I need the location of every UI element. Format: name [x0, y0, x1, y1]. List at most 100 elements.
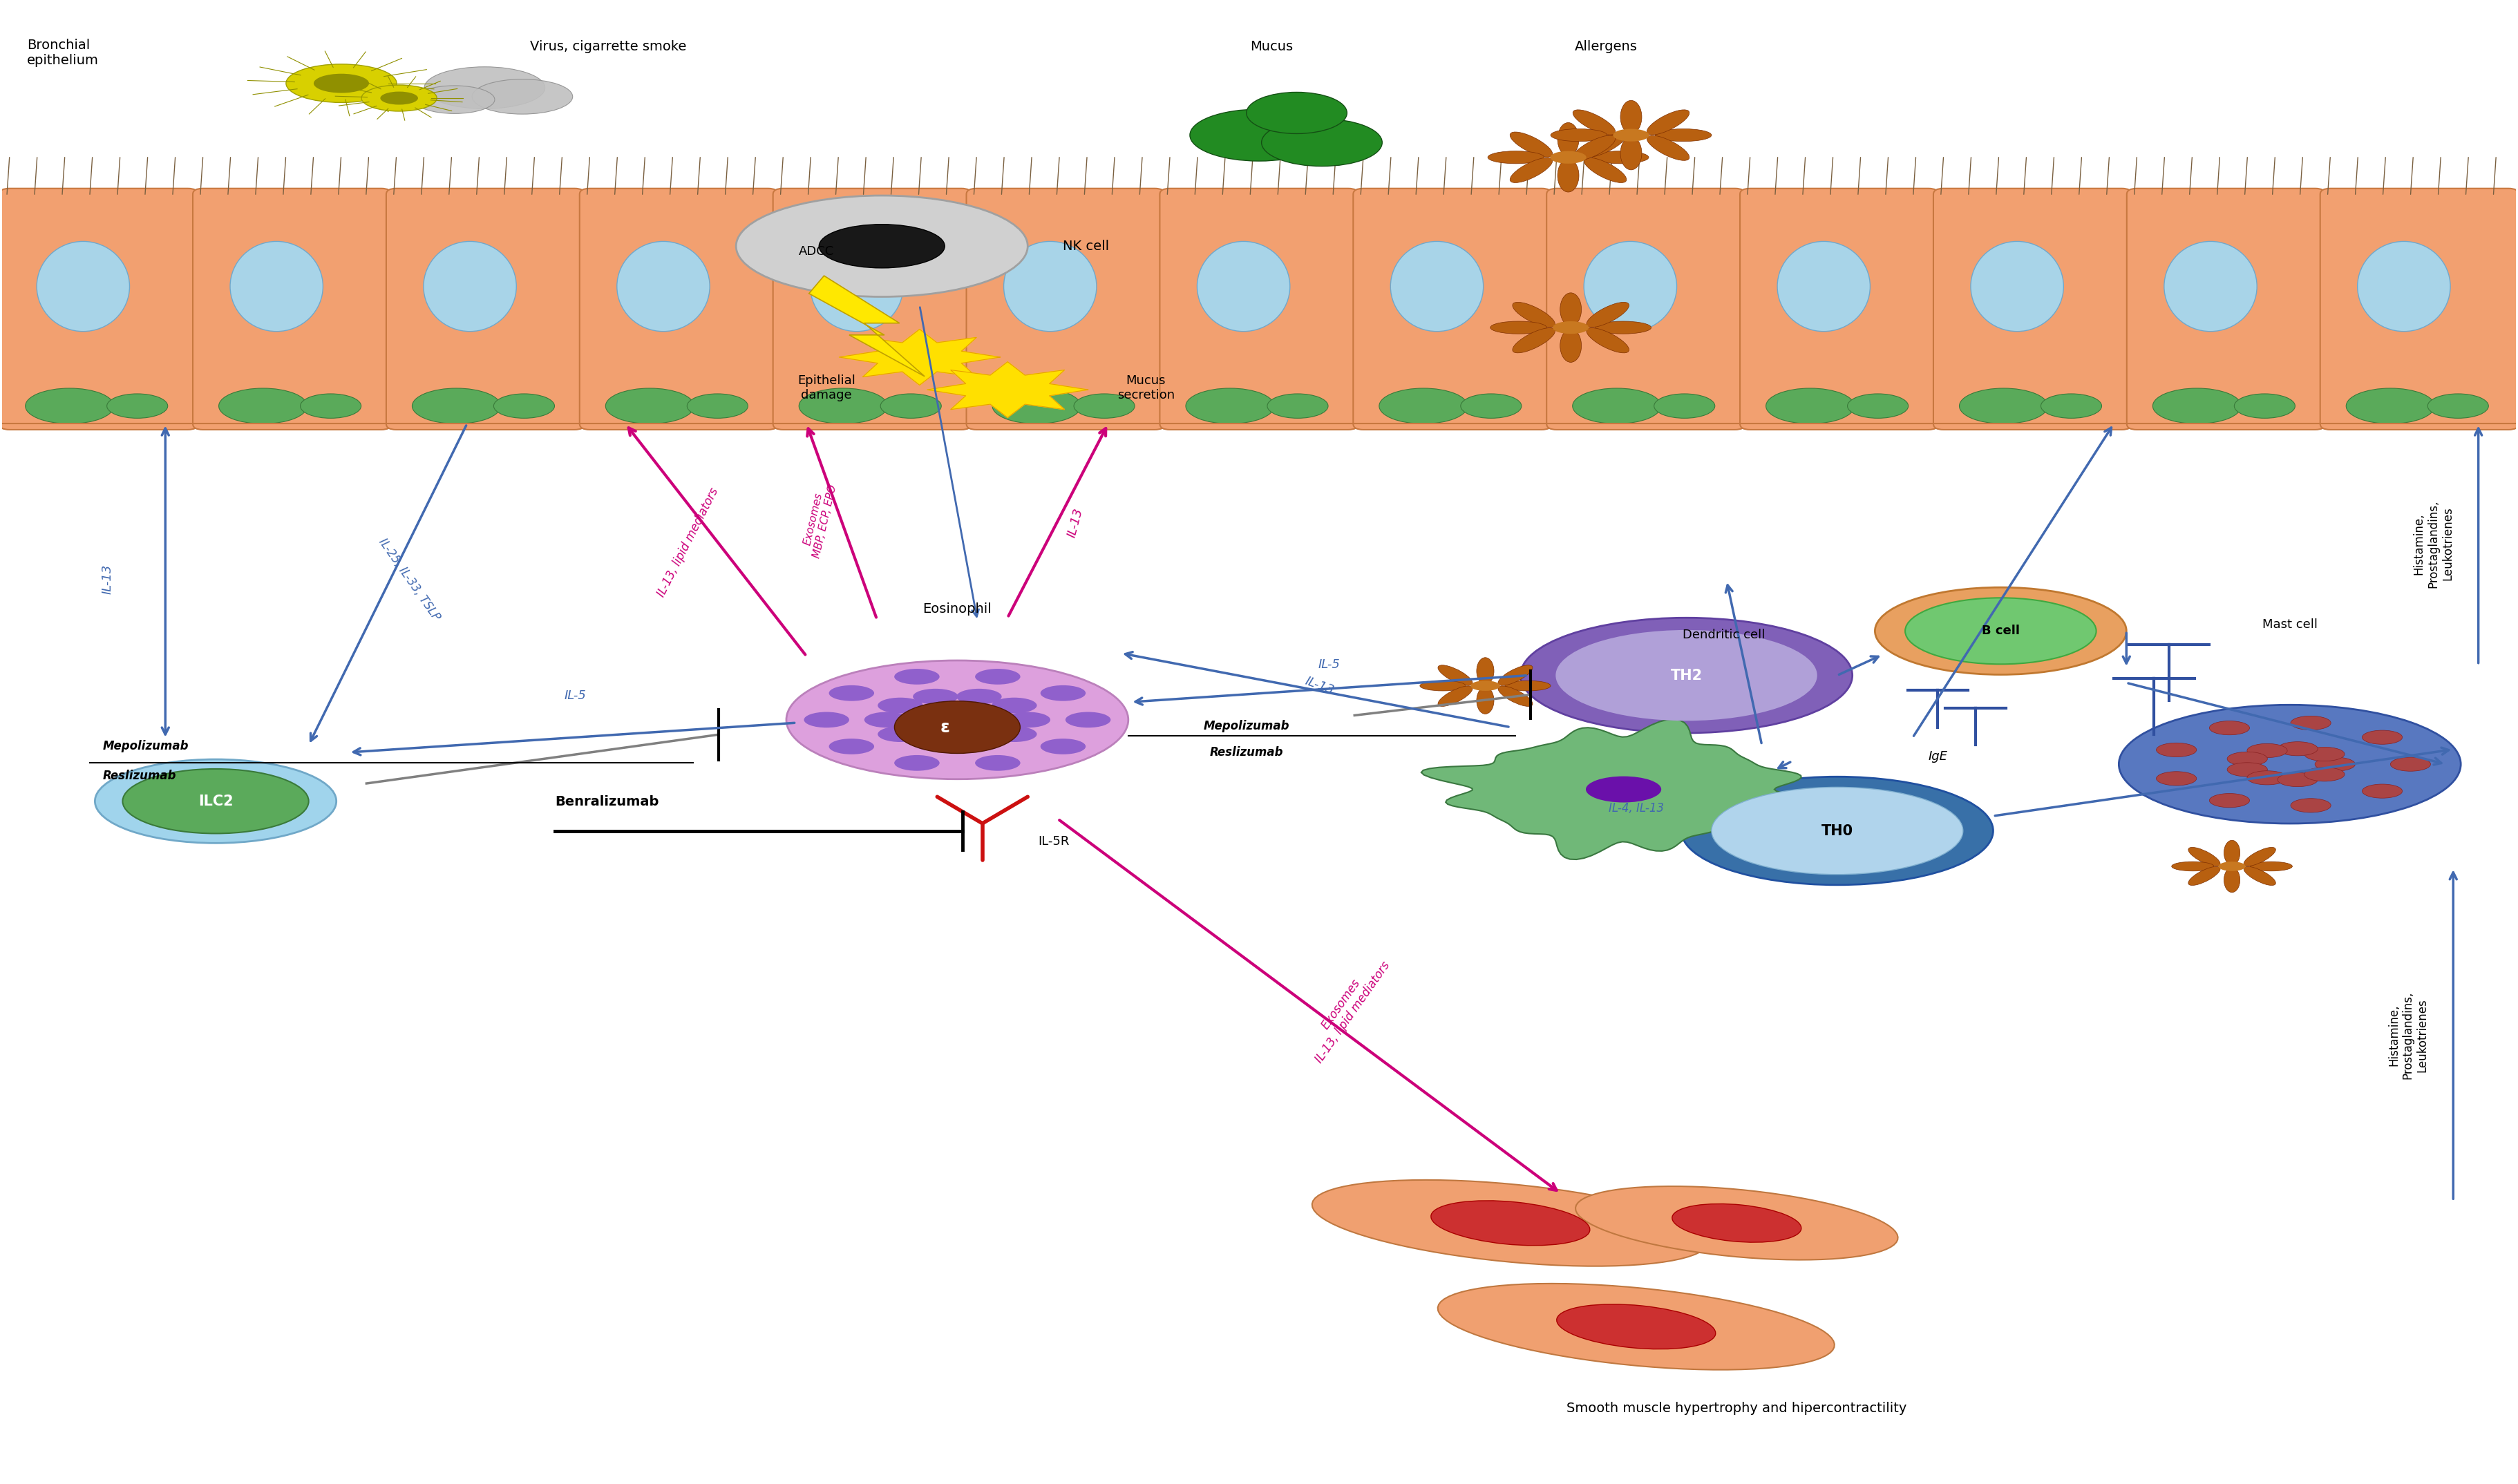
Ellipse shape [1654, 129, 1712, 141]
Ellipse shape [2118, 705, 2460, 824]
Text: Mast cell: Mast cell [2261, 619, 2317, 631]
Ellipse shape [1513, 303, 1556, 328]
Ellipse shape [1191, 110, 1327, 162]
Ellipse shape [415, 86, 494, 114]
Ellipse shape [914, 735, 959, 751]
Ellipse shape [2208, 721, 2249, 735]
Ellipse shape [426, 67, 544, 108]
Text: IL-13: IL-13 [1065, 508, 1085, 539]
Ellipse shape [2279, 742, 2317, 755]
Ellipse shape [123, 769, 310, 834]
Ellipse shape [974, 669, 1020, 684]
Ellipse shape [1622, 101, 1642, 134]
Ellipse shape [287, 64, 398, 102]
Ellipse shape [803, 712, 849, 727]
Ellipse shape [1876, 588, 2125, 675]
Text: Mucus
secretion: Mucus secretion [1118, 375, 1173, 402]
Text: ILC2: ILC2 [199, 794, 234, 809]
Ellipse shape [1420, 681, 1465, 692]
FancyBboxPatch shape [2128, 188, 2324, 430]
Ellipse shape [1959, 389, 2047, 424]
Text: Exosomes
MBP, ECP, EPO: Exosomes MBP, ECP, EPO [801, 481, 838, 559]
Ellipse shape [2188, 867, 2221, 886]
Ellipse shape [315, 74, 370, 93]
Ellipse shape [879, 726, 924, 742]
Ellipse shape [1513, 328, 1556, 353]
Ellipse shape [864, 712, 909, 727]
Ellipse shape [1559, 123, 1579, 156]
Ellipse shape [881, 393, 942, 418]
Ellipse shape [2218, 862, 2246, 871]
Ellipse shape [1476, 687, 1493, 714]
Ellipse shape [1972, 242, 2065, 331]
Ellipse shape [974, 755, 1020, 770]
Ellipse shape [471, 79, 572, 114]
Text: Histamine,
Prostaglandins,
Leukotrienes: Histamine, Prostaglandins, Leukotrienes [2412, 500, 2453, 588]
Ellipse shape [1471, 681, 1501, 692]
Ellipse shape [1574, 389, 1662, 424]
Ellipse shape [1778, 242, 1871, 331]
Ellipse shape [2155, 772, 2196, 785]
Ellipse shape [2208, 794, 2249, 807]
Ellipse shape [2042, 393, 2103, 418]
Ellipse shape [1267, 393, 1327, 418]
Ellipse shape [1506, 681, 1551, 692]
Ellipse shape [1682, 776, 1994, 884]
Ellipse shape [1554, 321, 1589, 334]
Ellipse shape [363, 85, 436, 111]
Ellipse shape [1438, 665, 1473, 686]
Ellipse shape [2223, 868, 2241, 892]
Ellipse shape [879, 697, 924, 714]
Ellipse shape [2251, 862, 2291, 871]
Ellipse shape [2163, 242, 2256, 331]
FancyBboxPatch shape [967, 188, 1166, 430]
Text: Reslizumab: Reslizumab [1209, 746, 1284, 758]
Text: Mepolizumab: Mepolizumab [103, 741, 189, 752]
Ellipse shape [1073, 393, 1136, 418]
Ellipse shape [1438, 686, 1473, 706]
Ellipse shape [494, 393, 554, 418]
Ellipse shape [828, 739, 874, 754]
FancyBboxPatch shape [0, 188, 199, 430]
Ellipse shape [1848, 393, 1909, 418]
Ellipse shape [229, 242, 322, 331]
Text: Dendritic cell: Dendritic cell [1682, 629, 1765, 641]
Ellipse shape [300, 393, 360, 418]
Ellipse shape [2362, 784, 2402, 798]
Ellipse shape [2188, 847, 2221, 867]
Ellipse shape [604, 389, 695, 424]
Ellipse shape [1586, 328, 1629, 353]
FancyBboxPatch shape [579, 188, 778, 430]
Ellipse shape [1559, 159, 1579, 191]
Ellipse shape [96, 760, 337, 843]
Text: Histamine,
Prostaglandins,
Leukotrienes: Histamine, Prostaglandins, Leukotrienes [2387, 991, 2427, 1079]
Ellipse shape [1556, 631, 1818, 721]
Text: IL-25, IL-33, TSLP: IL-25, IL-33, TSLP [375, 536, 443, 623]
Text: TH2: TH2 [1669, 668, 1702, 683]
Ellipse shape [1040, 686, 1085, 700]
Text: IL-13, lipid mediators: IL-13, lipid mediators [655, 485, 720, 598]
Text: IL-13: IL-13 [101, 564, 113, 594]
Ellipse shape [1712, 787, 1964, 874]
Ellipse shape [1654, 393, 1715, 418]
Ellipse shape [219, 389, 307, 424]
Ellipse shape [811, 242, 904, 331]
Ellipse shape [798, 389, 886, 424]
FancyBboxPatch shape [773, 188, 972, 430]
Ellipse shape [617, 242, 710, 331]
Ellipse shape [423, 242, 516, 331]
Text: Allergens: Allergens [1574, 40, 1637, 53]
Ellipse shape [992, 726, 1037, 742]
Ellipse shape [2244, 847, 2276, 867]
Polygon shape [1420, 720, 1826, 859]
Ellipse shape [1246, 92, 1347, 134]
Polygon shape [1312, 1180, 1710, 1266]
Text: IL-13: IL-13 [1304, 675, 1335, 696]
Ellipse shape [1065, 712, 1110, 727]
Text: IL-5R: IL-5R [1037, 835, 1070, 847]
Ellipse shape [992, 697, 1037, 714]
Ellipse shape [1584, 132, 1627, 157]
Polygon shape [927, 362, 1088, 417]
Ellipse shape [2226, 752, 2266, 766]
Ellipse shape [2304, 746, 2344, 761]
